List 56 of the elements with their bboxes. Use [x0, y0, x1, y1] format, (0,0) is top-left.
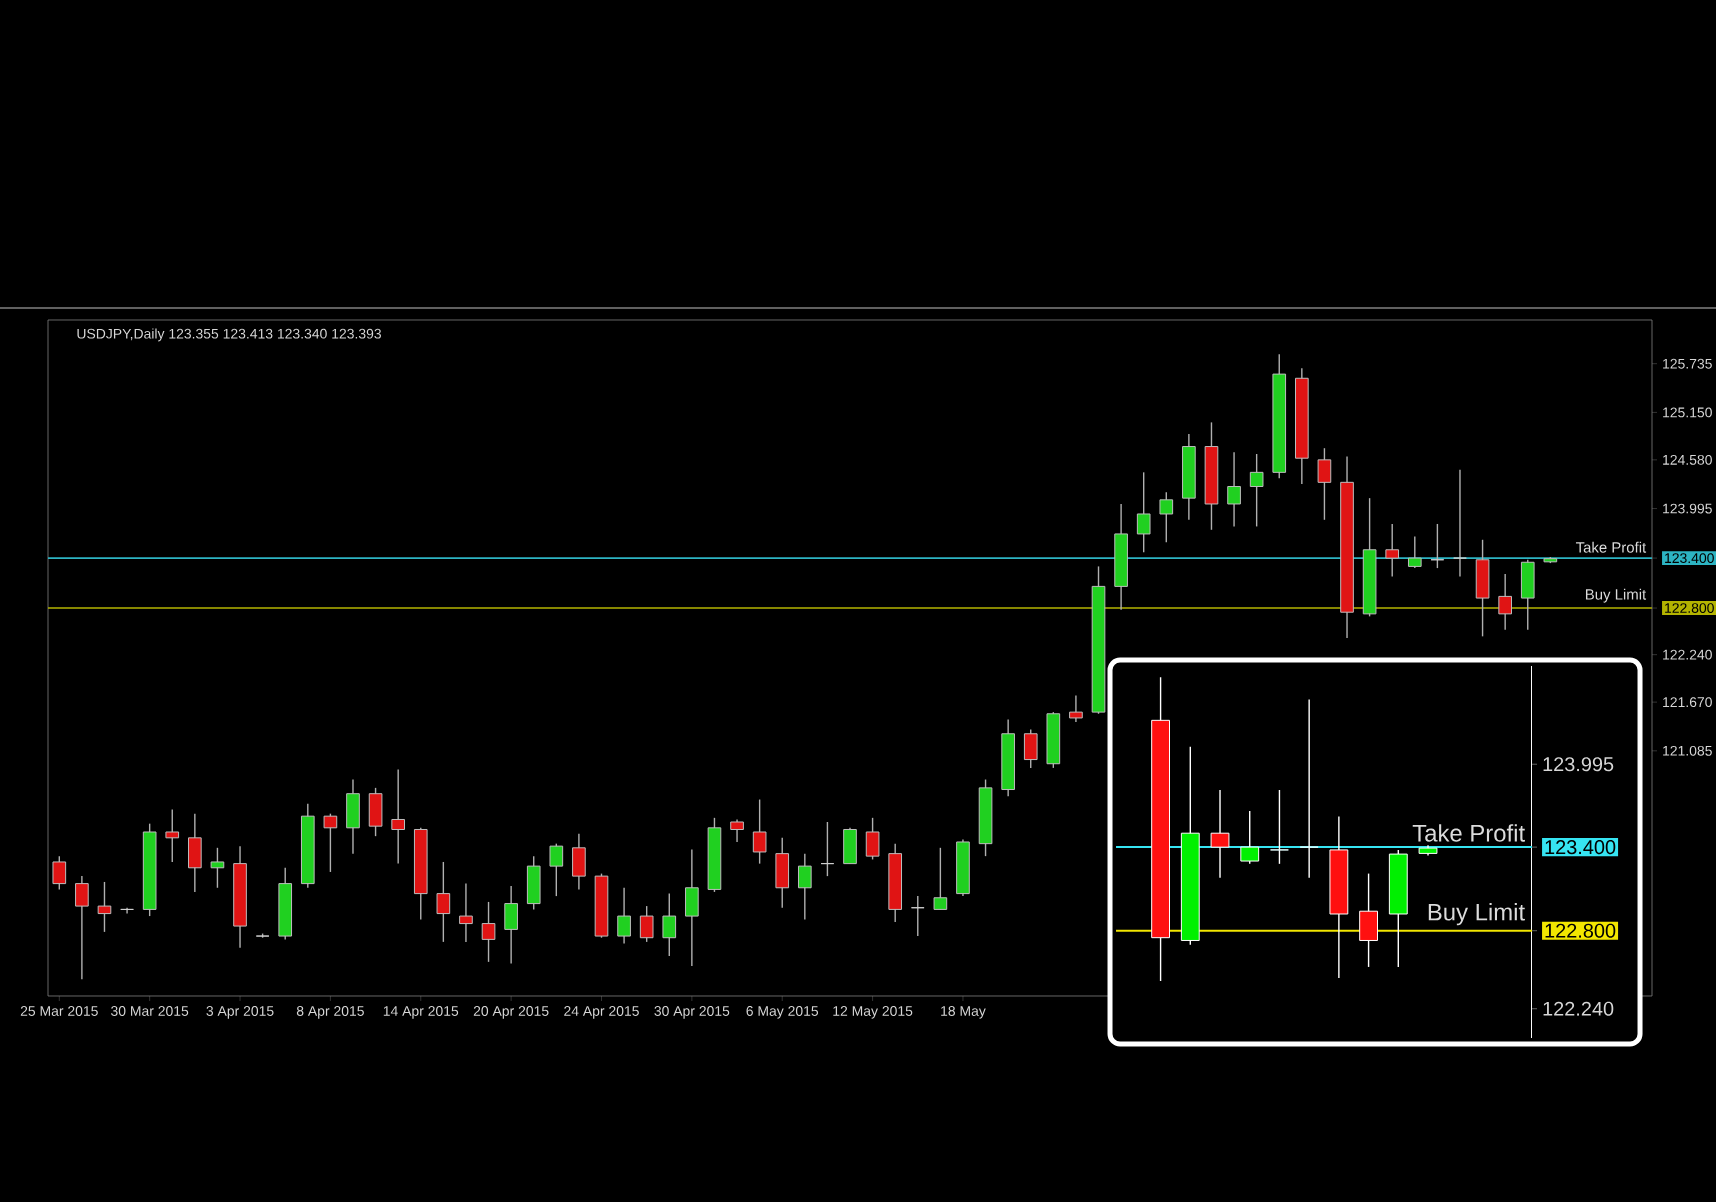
candlestick — [820, 821, 835, 877]
candlestick — [459, 882, 473, 943]
candlestick — [504, 885, 518, 965]
candlestick — [1520, 559, 1535, 631]
y-tick-label: 122.800 — [1545, 923, 1616, 938]
candlestick — [1475, 539, 1490, 638]
candlestick — [1317, 447, 1332, 521]
candlestick — [188, 812, 202, 893]
candlestick — [910, 895, 925, 937]
candlestick — [1498, 573, 1512, 631]
candlestick — [1159, 491, 1174, 543]
candlestick — [1430, 523, 1445, 569]
candlestick — [436, 861, 451, 943]
candlestick — [1270, 789, 1289, 865]
candlestick — [1407, 535, 1422, 569]
candlestick — [933, 847, 948, 911]
candlestick — [75, 875, 89, 981]
candlestick — [572, 832, 586, 891]
candlestick — [1227, 451, 1241, 528]
candlestick — [391, 768, 405, 865]
candlestick — [1385, 523, 1400, 578]
candlestick — [323, 812, 338, 873]
candlestick — [1453, 469, 1467, 578]
candlestick — [639, 905, 654, 943]
candlestick — [1299, 698, 1319, 879]
candlestick — [1069, 694, 1083, 723]
candlestick — [662, 892, 677, 957]
candlestick — [549, 842, 564, 897]
candlestick — [617, 887, 631, 945]
ref-line-label: Buy Limit — [1428, 903, 1525, 926]
candlestick — [368, 787, 383, 837]
candlestick — [865, 817, 880, 861]
candlestick — [843, 827, 857, 865]
y-tick-label: 123.995 — [1543, 757, 1614, 772]
candlestick — [165, 808, 180, 863]
candlestick — [526, 855, 541, 911]
candlestick — [1023, 728, 1038, 769]
candlestick — [775, 837, 790, 909]
candlestick — [1359, 872, 1378, 968]
candlestick — [1249, 453, 1264, 528]
candlestick — [797, 852, 812, 921]
candlestick — [685, 848, 699, 967]
candlestick — [752, 798, 767, 865]
candlestick — [120, 907, 134, 915]
candlestick — [1240, 810, 1260, 865]
candlestick — [346, 778, 360, 855]
candlestick — [210, 847, 225, 889]
y-tick-label: 123.400 — [1545, 840, 1616, 855]
ref-line-label: Take Profit — [1412, 824, 1525, 842]
candlestick — [730, 818, 744, 843]
candlestick — [97, 881, 112, 933]
candlestick — [481, 901, 496, 963]
y-tick-label: 122.240 — [1543, 1001, 1614, 1016]
candlestick — [52, 855, 67, 891]
candlestick — [1210, 789, 1230, 879]
candlestick — [1136, 471, 1151, 553]
